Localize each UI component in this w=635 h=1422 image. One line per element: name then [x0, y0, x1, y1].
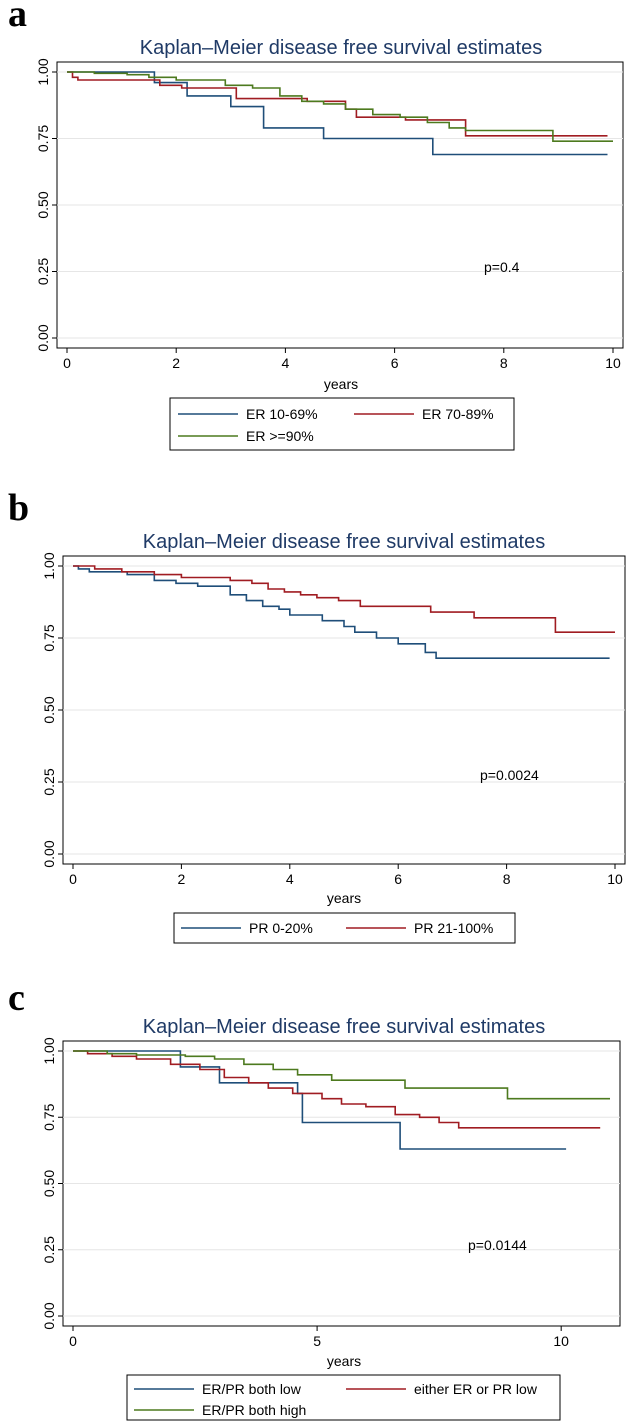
panel-letter-b: b	[8, 487, 29, 529]
y-tick-label-b-2: 0.50	[41, 696, 57, 723]
series-line-a-2	[67, 71, 613, 142]
chart-title-c: Kaplan–Meier disease free survival estim…	[143, 1016, 545, 1038]
panel-a: a Kaplan–Meier disease free survival est…	[8, 0, 624, 451]
y-tick-label-b-4: 1.00	[41, 552, 57, 579]
y-tick-label-a-1: 0.25	[35, 258, 51, 285]
legend-box-a	[169, 397, 515, 451]
series-line-c-2	[73, 1050, 610, 1100]
y-tick-label-c-0: 0.00	[41, 1302, 57, 1329]
x-tick-label-c-2: 10	[553, 1333, 569, 1349]
legend-label-a-0: ER 10-69%	[246, 406, 318, 422]
legend-label-b-0: PR 0-20%	[249, 920, 313, 936]
series-line-b-0	[73, 565, 610, 660]
y-tick-label-b-3: 0.75	[41, 624, 57, 651]
x-tick-label-b-0: 0	[69, 871, 77, 887]
panel-letter-a: a	[8, 0, 27, 35]
panel-c: c Kaplan–Meier disease free survival est…	[8, 977, 621, 1421]
x-tick-label-b-3: 6	[394, 871, 402, 887]
chart-title-b: Kaplan–Meier disease free survival estim…	[143, 531, 545, 553]
legend-label-a-2: ER >=90%	[246, 428, 314, 444]
y-tick-label-b-1: 0.25	[41, 768, 57, 795]
x-tick-label-c-1: 5	[313, 1333, 321, 1349]
legend-label-a-1: ER 70-89%	[422, 406, 494, 422]
series-line-c-0	[73, 1050, 567, 1150]
y-tick-label-a-2: 0.50	[35, 191, 51, 218]
series-line-b-1	[73, 565, 615, 634]
plot-area-c: 0.00 0.25 0.50 0.75 1.00 0 5 10	[41, 1037, 621, 1349]
x-tick-label-b-2: 4	[286, 871, 294, 887]
x-tick-label-b-4: 8	[503, 871, 511, 887]
legend-label-b-1: PR 21-100%	[414, 920, 493, 936]
y-tick-label-c-3: 0.75	[41, 1103, 57, 1130]
p-value-annotation-b: p=0.0024	[480, 767, 539, 783]
p-value-annotation-a: p=0.4	[484, 259, 520, 275]
plot-area-a: 0.00 0.25 0.50 0.75 1.00 0 2 4 6 8 10	[35, 58, 624, 371]
x-tick-label-a-2: 4	[282, 355, 290, 371]
series-line-a-0	[67, 71, 608, 156]
panel-b: b Kaplan–Meier disease free survival est…	[8, 487, 626, 944]
p-value-annotation-c: p=0.0144	[468, 1237, 527, 1253]
legend-label-c-1: either ER or PR low	[414, 1381, 538, 1397]
x-axis-label-a: years	[324, 376, 358, 392]
legend-a: ER 10-69% ER 70-89% ER >=90%	[169, 397, 515, 451]
x-tick-label-c-0: 0	[69, 1333, 77, 1349]
x-axis-label-c: years	[327, 1353, 361, 1369]
y-tick-label-c-2: 0.50	[41, 1170, 57, 1197]
x-tick-label-a-4: 8	[500, 355, 508, 371]
x-tick-label-a-3: 6	[391, 355, 399, 371]
series-line-c-1	[73, 1050, 601, 1129]
x-tick-label-a-0: 0	[63, 355, 71, 371]
x-tick-label-b-5: 10	[607, 871, 623, 887]
y-tick-label-a-4: 1.00	[35, 58, 51, 85]
legend-label-c-2: ER/PR both high	[202, 1402, 306, 1418]
legend-c: ER/PR both low either ER or PR low ER/PR…	[126, 1374, 561, 1421]
x-axis-label-b: years	[327, 890, 361, 906]
y-tick-label-a-3: 0.75	[35, 125, 51, 152]
y-tick-label-b-0: 0.00	[41, 840, 57, 867]
panel-letter-c: c	[8, 977, 25, 1019]
legend-label-c-0: ER/PR both low	[202, 1381, 302, 1397]
y-tick-label-c-4: 1.00	[41, 1037, 57, 1064]
chart-title-a: Kaplan–Meier disease free survival estim…	[140, 37, 542, 59]
y-tick-label-a-0: 0.00	[35, 324, 51, 351]
x-tick-label-a-1: 2	[172, 355, 180, 371]
x-tick-label-a-5: 10	[605, 355, 621, 371]
y-tick-label-c-1: 0.25	[41, 1236, 57, 1263]
legend-box-c	[126, 1374, 561, 1421]
x-tick-label-b-1: 2	[178, 871, 186, 887]
plot-area-b: 0.00 0.25 0.50 0.75 1.00 0 2 4 6 8 10	[41, 552, 626, 887]
series-line-a-1	[67, 71, 608, 137]
legend-b: PR 0-20% PR 21-100%	[173, 912, 516, 944]
